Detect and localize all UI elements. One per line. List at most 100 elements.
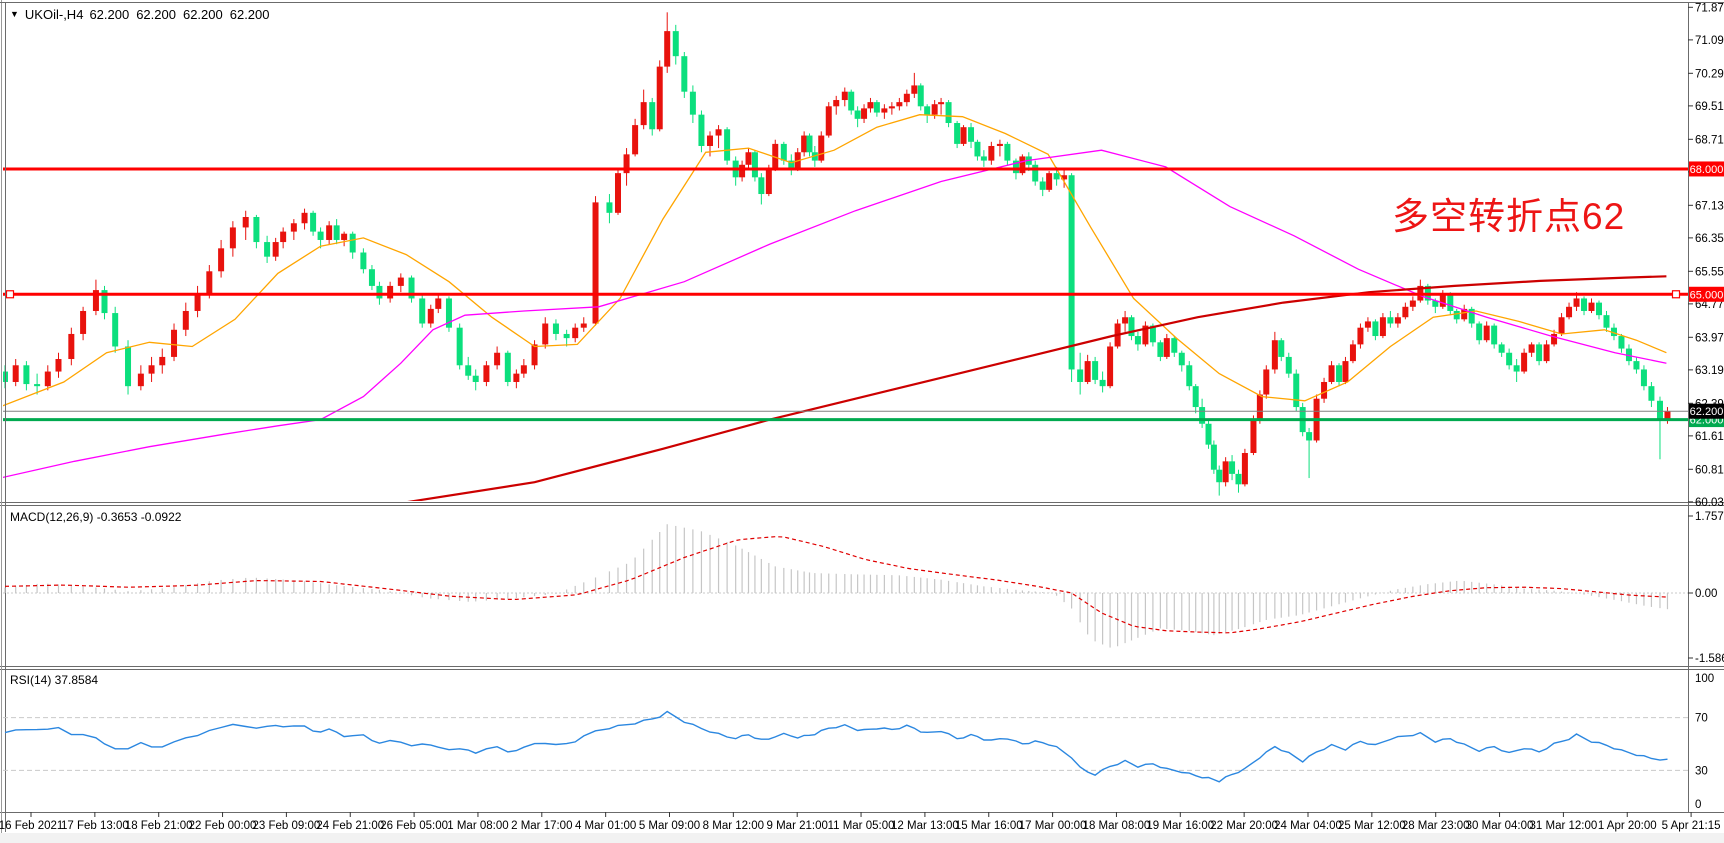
- price-tick-label: 68.710: [1695, 134, 1724, 146]
- candle: [1349, 340, 1356, 364]
- candle: [698, 110, 705, 153]
- candle: [1372, 319, 1379, 341]
- candle-body: [520, 365, 527, 374]
- macd-scale-label: -1.5867: [1695, 653, 1724, 665]
- candle-body: [854, 110, 861, 119]
- candle-body: [68, 333, 75, 360]
- candle: [1402, 302, 1409, 320]
- time-tick-label: 4 Mar 01:00: [575, 820, 636, 832]
- candle: [1566, 302, 1573, 320]
- candle-body: [1134, 336, 1141, 345]
- candle-body: [397, 277, 404, 286]
- candle-body: [681, 56, 688, 92]
- candle: [427, 304, 434, 328]
- candle: [1336, 363, 1343, 387]
- candle: [1558, 313, 1565, 337]
- candle: [290, 219, 297, 240]
- candle: [1004, 141, 1011, 165]
- candle: [672, 24, 679, 65]
- candle-body: [1447, 294, 1454, 311]
- rsi-scale-label: 70: [1695, 713, 1708, 725]
- hline-handle[interactable]: [5, 290, 15, 299]
- price-tick-label: 71.090: [1695, 35, 1724, 47]
- time-tick-label: 5 Apr 21:15: [1662, 820, 1721, 832]
- candle: [988, 141, 995, 165]
- candle-body: [1039, 181, 1046, 190]
- candle-body: [656, 66, 663, 130]
- candle: [649, 97, 656, 136]
- candle-body: [848, 91, 855, 111]
- candle-body: [592, 202, 599, 324]
- price-tick-label: 63.970: [1695, 332, 1724, 344]
- candle-body: [333, 225, 340, 240]
- candle-body: [1199, 407, 1206, 424]
- macd-scale-label: 1.7579: [1695, 511, 1724, 523]
- candle: [194, 285, 201, 318]
- candle: [242, 210, 249, 240]
- candle: [848, 89, 855, 115]
- candle-body: [92, 290, 99, 311]
- candle: [1128, 315, 1135, 341]
- candle-body: [483, 365, 490, 382]
- candle-body: [1402, 306, 1409, 318]
- candle: [1235, 469, 1242, 493]
- candle: [1178, 350, 1185, 372]
- candle-body: [1513, 365, 1520, 372]
- chart-annotation-text[interactable]: 多空转折点62: [1392, 196, 1626, 237]
- candle: [92, 279, 99, 316]
- candle-body: [1483, 325, 1490, 341]
- candle: [1536, 342, 1543, 366]
- candle: [1625, 344, 1632, 366]
- rsi-scale-label: 100: [1695, 673, 1714, 685]
- time-tick-label: 24 Mar 04:00: [1274, 820, 1342, 832]
- price-tag-value: 62.200: [1690, 406, 1724, 418]
- candle: [55, 352, 62, 378]
- candle-body: [229, 227, 236, 249]
- candle-body: [724, 129, 731, 161]
- candle: [1039, 177, 1046, 197]
- time-tick-label: 17 Feb 13:00: [61, 820, 129, 832]
- candle: [911, 72, 918, 98]
- candle-body: [1588, 302, 1595, 311]
- candle-body: [376, 285, 383, 299]
- price-tick-label: 60.030: [1695, 497, 1724, 509]
- time-tick-label: 2 Mar 17:00: [511, 820, 572, 832]
- time-tick-label: 15 Mar 16:00: [955, 820, 1023, 832]
- candle-body: [867, 102, 874, 109]
- candle: [1306, 427, 1313, 479]
- candle-body: [1409, 300, 1416, 307]
- candle-body: [280, 231, 287, 243]
- candle: [264, 235, 271, 263]
- candle-body: [1068, 175, 1075, 370]
- candle-body: [1032, 164, 1039, 182]
- candle: [280, 227, 287, 249]
- candle: [301, 208, 308, 230]
- candle-body: [504, 352, 511, 382]
- candle: [1581, 296, 1588, 316]
- rsi-indicator-label: RSI(14) 37.8584: [10, 673, 99, 687]
- candle: [1610, 323, 1617, 341]
- candle-body: [606, 202, 613, 213]
- candle: [1032, 160, 1039, 186]
- quote-low: 62.200: [182, 7, 223, 22]
- candle-body: [572, 327, 579, 339]
- candle-body: [55, 359, 62, 372]
- candle: [272, 237, 279, 261]
- hline-65.000[interactable]: [3, 290, 1688, 299]
- candle-body: [349, 233, 356, 253]
- candle: [349, 231, 356, 259]
- candle-body: [1019, 156, 1026, 174]
- candle-body: [825, 106, 832, 136]
- candle-body: [1603, 315, 1610, 328]
- candle: [745, 148, 752, 169]
- symbol-name: UKOil-,H4: [24, 7, 84, 22]
- hline-handle[interactable]: [1671, 290, 1681, 299]
- candle-body: [1186, 365, 1193, 387]
- candle: [1263, 365, 1270, 399]
- collapse-chart-icon[interactable]: ▼: [10, 9, 19, 19]
- candle: [1186, 361, 1193, 391]
- candle-body: [739, 164, 746, 178]
- candle: [1084, 354, 1091, 385]
